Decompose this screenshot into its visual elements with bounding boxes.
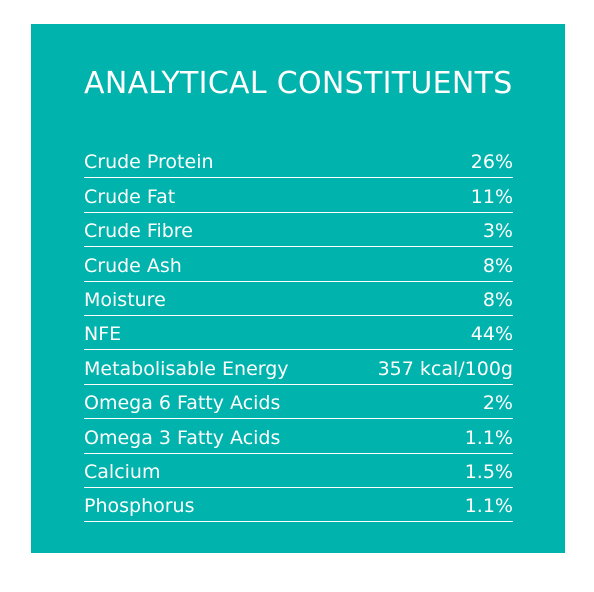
row-value: 11% <box>470 185 513 208</box>
row-label: Moisture <box>84 288 166 311</box>
table-row: Crude Protein 26% <box>84 144 513 179</box>
row-value: 357 kcal/100g <box>377 357 513 380</box>
panel-title: ANALYTICAL CONSTITUENTS <box>84 66 513 101</box>
row-label: Crude Ash <box>84 254 182 277</box>
row-label: Omega 3 Fatty Acids <box>84 426 281 449</box>
table-row: Moisture 8% <box>84 282 513 316</box>
analytical-constituents-panel: ANALYTICAL CONSTITUENTS Crude Protein 26… <box>31 24 565 553</box>
row-label: Phosphorus <box>84 495 195 518</box>
row-label: Omega 6 Fatty Acids <box>84 392 281 415</box>
row-label: Crude Fat <box>84 185 176 208</box>
row-label: Calcium <box>84 460 161 483</box>
table-row: Crude Fat 11% <box>84 178 513 213</box>
table-row: NFE 44% <box>84 316 513 351</box>
table-row: Phosphorus 1.1% <box>84 488 513 523</box>
constituents-table: Crude Protein 26% Crude Fat 11% Crude Fi… <box>84 144 513 523</box>
row-label: Crude Fibre <box>84 220 193 243</box>
table-row: Crude Fibre 3% <box>84 213 513 248</box>
table-row: Omega 6 Fatty Acids 2% <box>84 385 513 420</box>
row-value: 1.5% <box>464 460 513 483</box>
table-row: Omega 3 Fatty Acids 1.1% <box>84 419 513 454</box>
row-value: 2% <box>482 392 513 415</box>
row-value: 1.1% <box>464 426 513 449</box>
table-row: Calcium 1.5% <box>84 454 513 488</box>
row-value: 8% <box>482 288 513 311</box>
row-value: 26% <box>470 151 513 174</box>
row-value: 8% <box>482 254 513 277</box>
table-row: Metabolisable Energy 357 kcal/100g <box>84 350 513 385</box>
table-row: Crude Ash 8% <box>84 247 513 282</box>
row-label: NFE <box>84 323 122 346</box>
row-label: Crude Protein <box>84 151 214 174</box>
row-value: 44% <box>470 323 513 346</box>
row-value: 3% <box>482 220 513 243</box>
row-label: Metabolisable Energy <box>84 357 289 380</box>
row-value: 1.1% <box>464 495 513 518</box>
